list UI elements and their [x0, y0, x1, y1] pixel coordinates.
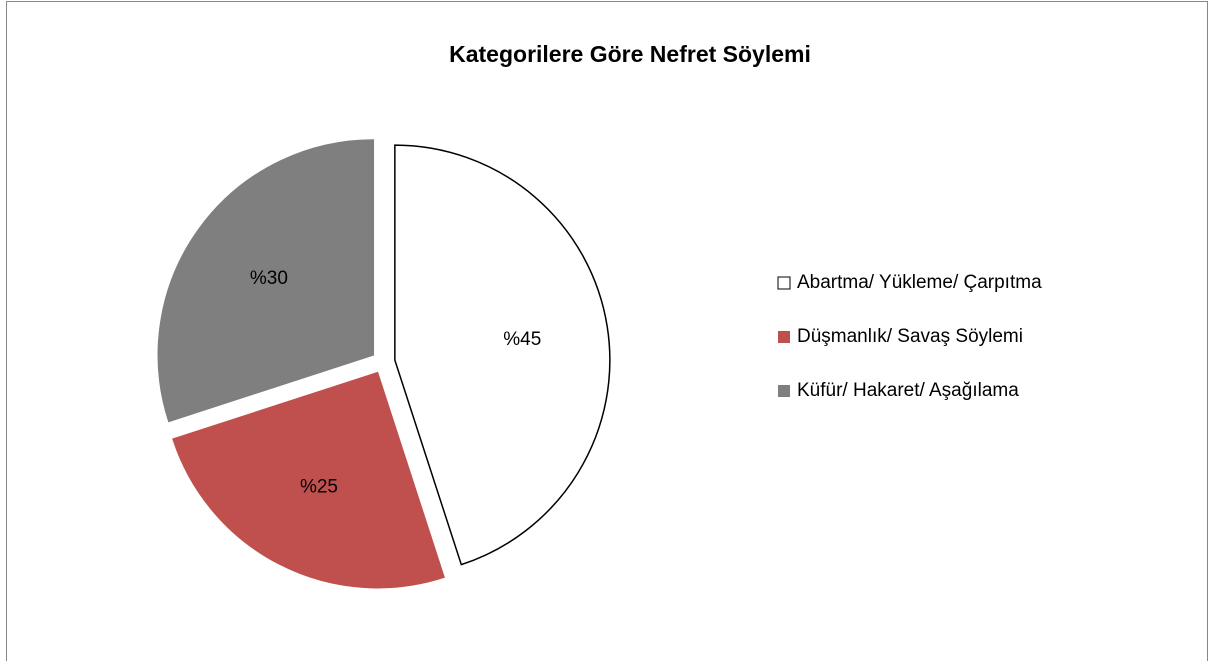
data-label: %25: [300, 477, 338, 498]
pie-slice: [394, 144, 611, 566]
pie-slice: [172, 371, 445, 589]
legend-label: Küfür/ Hakaret/ Aşağılama: [797, 380, 1019, 401]
legend-label: Abartma/ Yükleme/ Çarpıtma: [797, 272, 1042, 293]
data-label: %45: [503, 329, 541, 350]
legend-swatch: [778, 331, 790, 343]
legend-label: Düşmanlık/ Savaş Söylemi: [797, 326, 1023, 347]
chart-title: Kategorilere Göre Nefret Söylemi: [449, 41, 811, 67]
data-label: %30: [250, 268, 288, 289]
legend-swatch: [778, 385, 790, 397]
pie-slice: [157, 139, 375, 423]
legend-swatch: [777, 276, 791, 290]
